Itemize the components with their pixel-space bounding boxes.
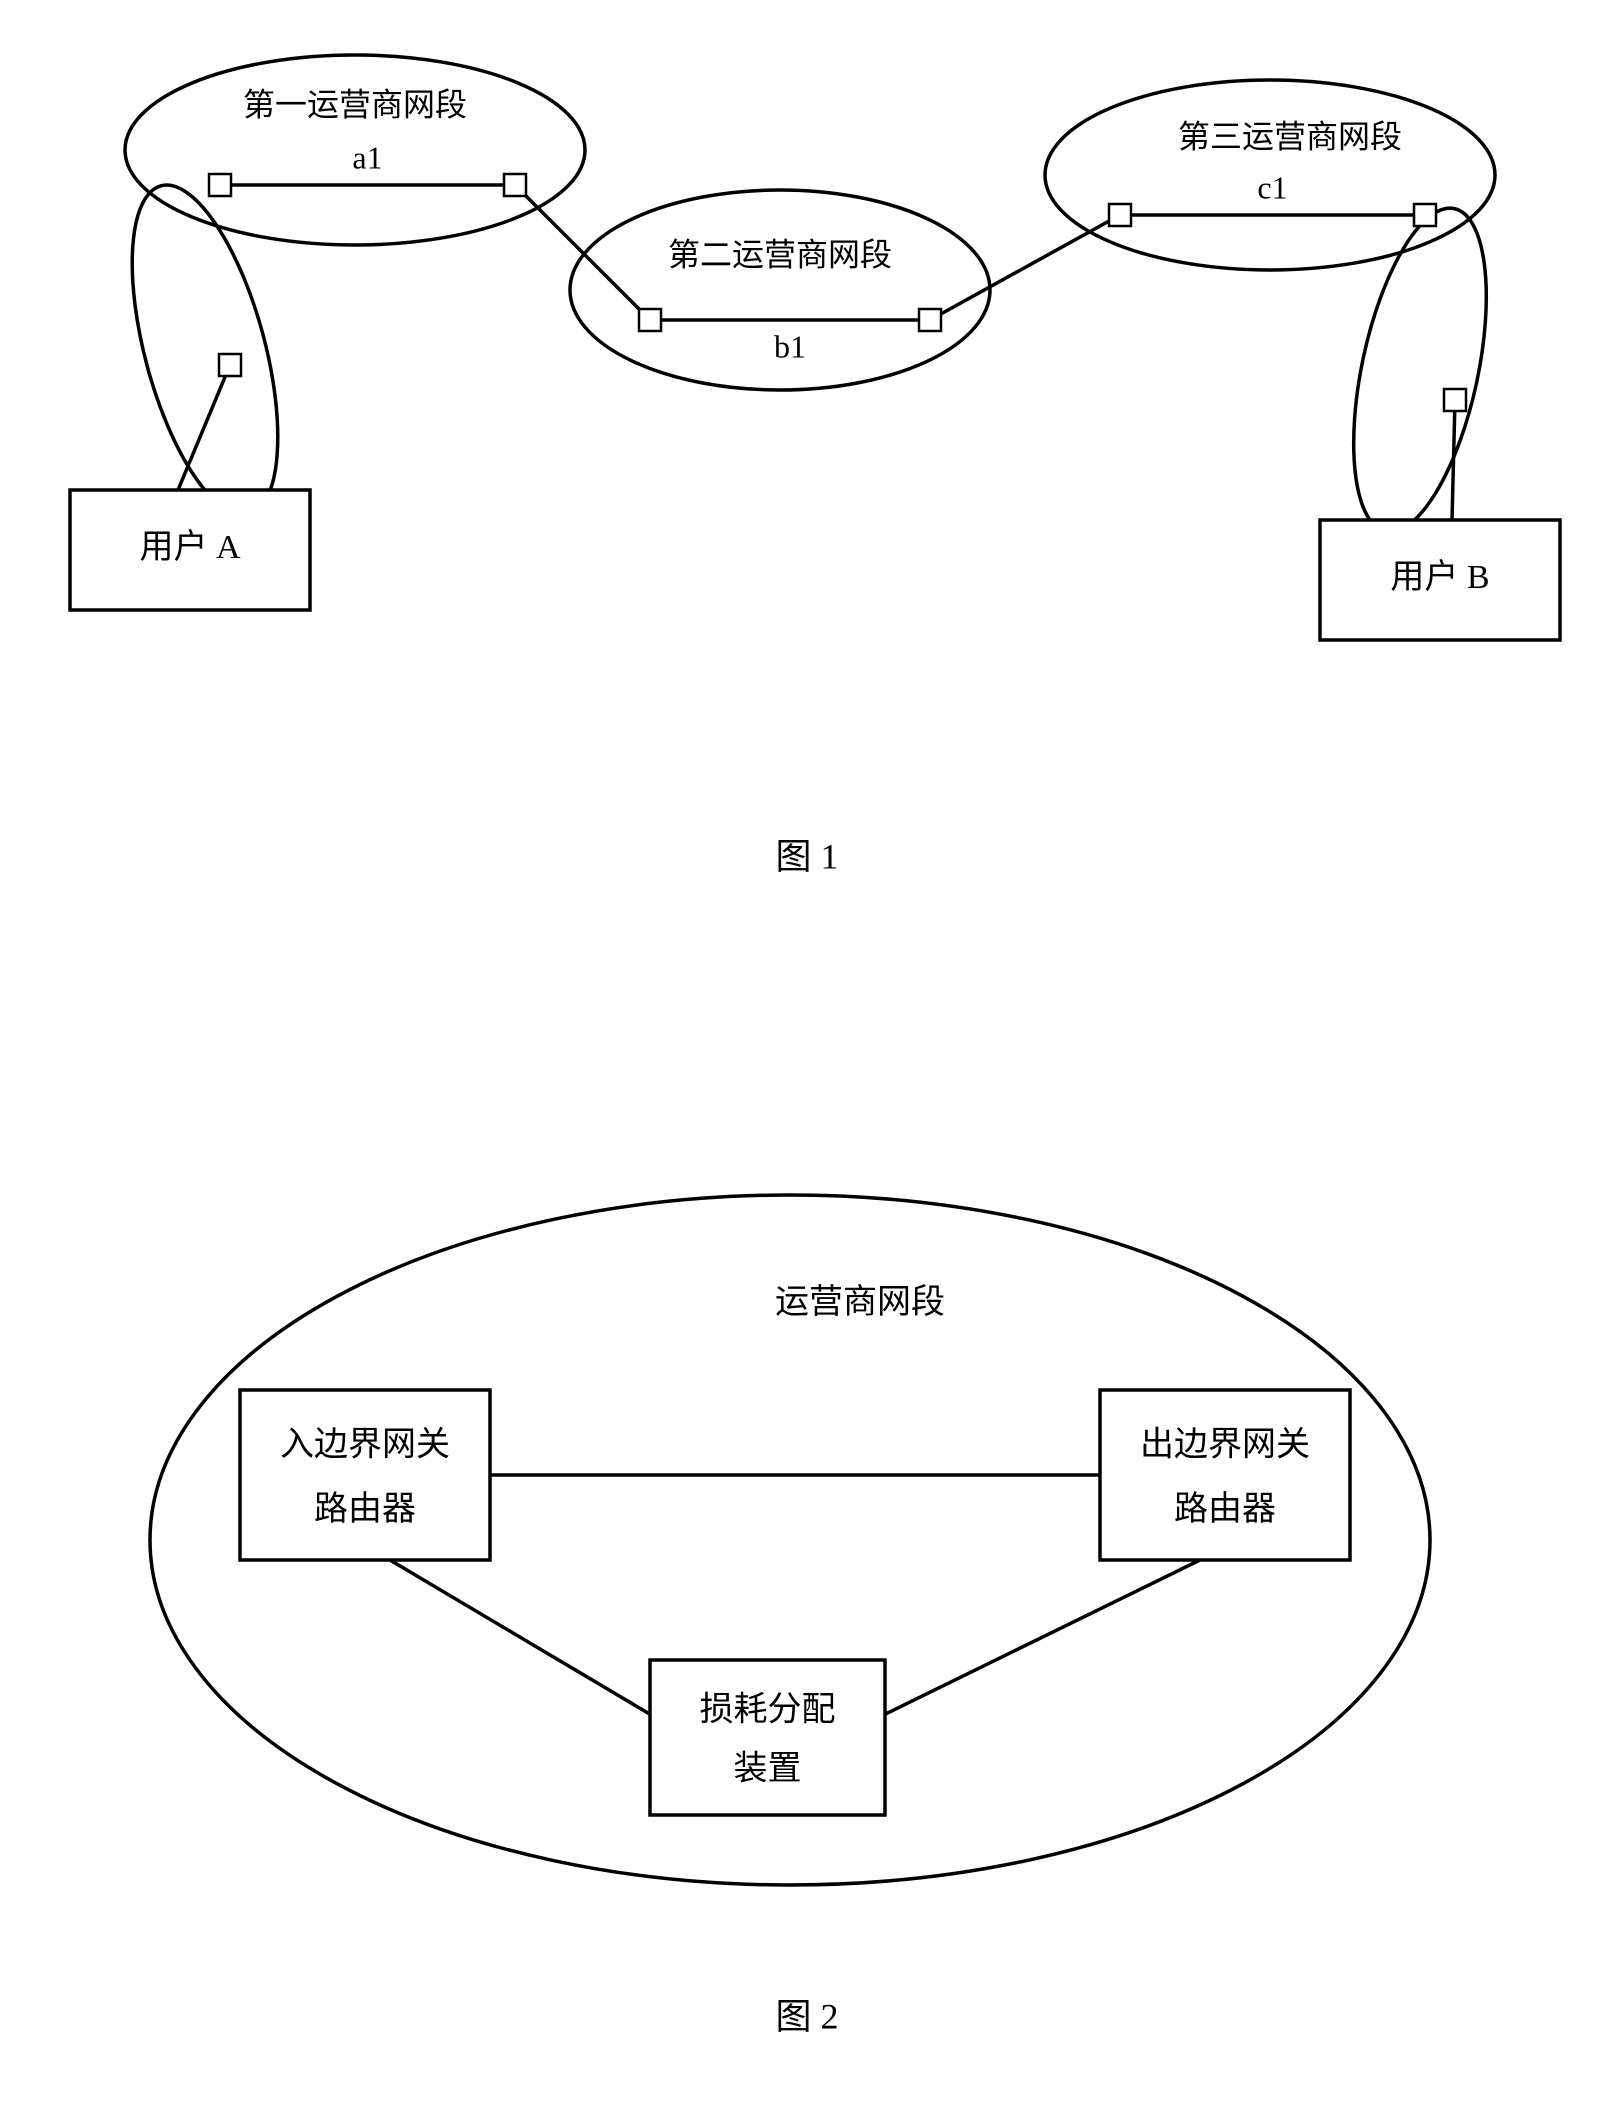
figure-2: 运营商网段入边界网关路由器 出边界网关路由器损耗分配装置图 2 [150, 1195, 1430, 2036]
figure-2-caption: 图 2 [775, 1996, 838, 2036]
router-seg3-left [1109, 204, 1131, 226]
loss-allocation-box-line1: 损耗分配 [700, 1690, 836, 1728]
user-b-link-ellipse [1329, 197, 1511, 544]
segment-1-code: a1 [352, 139, 382, 175]
link-in-loss [390, 1560, 650, 1714]
in-boundary-router-box-line1: 入边界网关 [280, 1427, 450, 1464]
out-boundary-router-box [1100, 1390, 1350, 1560]
router-seg2-right [919, 309, 941, 331]
user-a-label: 用户 A [139, 528, 240, 566]
link-user-b [1452, 400, 1455, 520]
out-boundary-router-box-line1: 出边界网关 [1140, 1426, 1310, 1464]
out-boundary-router-box-line2: 路由器 [1174, 1490, 1276, 1528]
figure-1: 第一运营商网段 a1 第二运营商网段 b1 第三运营商网段 c1 用户 A 用户 B 图 1 [70, 55, 1560, 876]
router-access-b [1444, 389, 1466, 411]
in-boundary-router-box-line2: 路由器 [314, 1490, 416, 1528]
link-user-a [178, 365, 230, 490]
loss-allocation-box-line2: 装置 [734, 1749, 802, 1787]
user-a-link-ellipse [103, 170, 307, 529]
link-out-loss [885, 1560, 1200, 1714]
router-seg2-left [639, 309, 661, 331]
figure-1-caption: 图 1 [775, 836, 838, 876]
router-seg1-right [504, 174, 526, 196]
segment-1-title: 第一运营商网段 [243, 86, 467, 122]
user-b-label: 用户 B [1390, 558, 1489, 596]
segment-3-title: 第三运营商网段 [1178, 118, 1402, 154]
link-seg2-seg3 [930, 215, 1120, 320]
segment-2-title: 第二运营商网段 [668, 236, 892, 272]
loss-allocation-box [650, 1660, 885, 1815]
router-seg1-left [209, 174, 231, 196]
router-seg3-right [1414, 204, 1436, 226]
segment-2-code: b1 [774, 328, 806, 364]
link-seg1-seg2 [515, 185, 650, 320]
router-access-a [219, 354, 241, 376]
segment-3-code: c1 [1257, 169, 1287, 205]
in-boundary-router-box [240, 1390, 490, 1560]
operator-segment-title: 运营商网段 [775, 1283, 945, 1321]
